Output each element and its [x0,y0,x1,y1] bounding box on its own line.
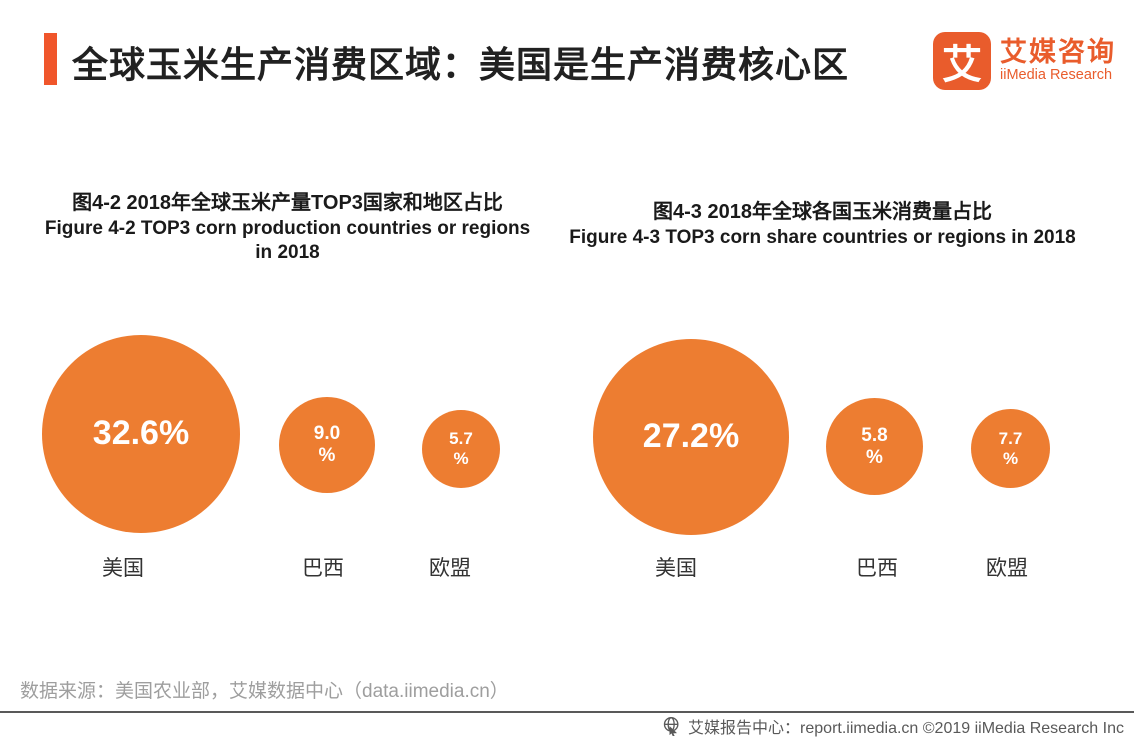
bubble-value: 32.6% [92,414,190,453]
bubble-consumption-eu: 7.7% [971,409,1050,488]
title-accent-bar [44,33,57,85]
chart-title-production: 图4-2 2018年全球玉米产量TOP3国家和地区占比 Figure 4-2 T… [35,191,540,265]
label-production-brazil: 巴西 [302,557,344,580]
bubble-value-unit: % [318,445,336,466]
label-production-eu: 欧盟 [429,557,471,580]
logo-name-en: iiMedia Research [1000,66,1113,83]
label-production-us: 美国 [102,557,144,580]
bubble-value: 5.7 [449,429,473,449]
bubble-value: 9.0 [313,423,341,445]
bubble-consumption-us: 27.2% [593,339,789,535]
bubble-value-unit: % [866,446,883,468]
bubble-production-eu: 5.7% [422,410,500,488]
chart-title-consumption: 图4-3 2018年全球各国玉米消费量占比 Figure 4-3 TOP3 co… [530,200,1115,250]
bubble-value: 5.8 [861,424,888,446]
footer-divider [0,711,1134,713]
logo-text: 艾媒咨询 iiMedia Research [1000,37,1116,84]
chart-title-consumption-cn: 图4-3 2018年全球各国玉米消费量占比 [653,201,992,223]
chart-title-production-en: Figure 4-2 TOP3 corn production countrie… [44,217,531,263]
bubble-production-us: 32.6% [42,335,240,533]
label-consumption-us: 美国 [655,557,697,580]
label-consumption-eu: 欧盟 [986,557,1028,580]
footer: 艾媒报告中心：report.iimedia.cn ©2019 iiMedia R… [662,714,1124,737]
logo-glyph: 艾 [942,43,982,87]
bubble-production-brazil: 9.0% [279,397,375,493]
bubble-value-unit: % [1002,448,1019,468]
bubble-value-unit: % [453,449,469,468]
bubble-consumption-brazil: 5.8% [826,398,923,495]
brand-logo: 艾 艾媒咨询 iiMedia Research [933,32,1116,90]
logo-name-cn: 艾媒咨询 [1000,37,1116,68]
chart-title-production-cn: 图4-2 2018年全球玉米产量TOP3国家和地区占比 [72,192,503,214]
iimedia-logo-icon: 艾 [933,32,991,90]
bubble-value: 7.7 [998,428,1023,448]
footer-text: 艾媒报告中心：report.iimedia.cn ©2019 iiMedia R… [688,720,1124,737]
bubble-value: 27.2% [642,417,740,456]
label-consumption-brazil: 巴西 [856,557,898,580]
page-title: 全球玉米生产消费区域：美国是生产消费核心区 [72,44,850,85]
data-source-note: 数据来源：美国农业部，艾媒数据中心（data.iimedia.cn） [20,681,509,702]
chart-title-consumption-en: Figure 4-3 TOP3 corn share countries or … [569,226,1076,248]
globe-cursor-icon [662,716,682,736]
